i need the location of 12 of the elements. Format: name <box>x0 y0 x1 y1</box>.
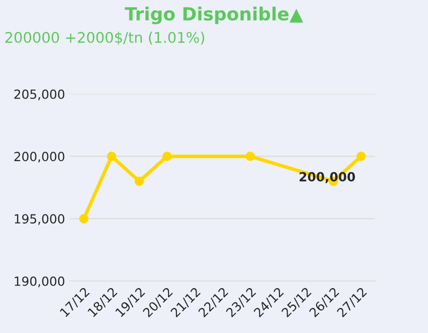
chart-title: Trigo Disponible▲ <box>124 6 304 24</box>
point <box>162 152 172 162</box>
y-tick-label: 190,000 <box>14 276 64 288</box>
y-tick-label: 195,000 <box>14 214 64 225</box>
point <box>79 214 89 224</box>
point <box>106 152 116 162</box>
point <box>246 152 255 162</box>
chart-subtitle: 200000 +2000$/tn (1.01%) <box>5 32 204 45</box>
y-tick-label: 200,000 <box>14 152 64 163</box>
point <box>134 176 144 186</box>
point <box>356 152 366 162</box>
y-tick-label: 205,000 <box>14 89 64 100</box>
